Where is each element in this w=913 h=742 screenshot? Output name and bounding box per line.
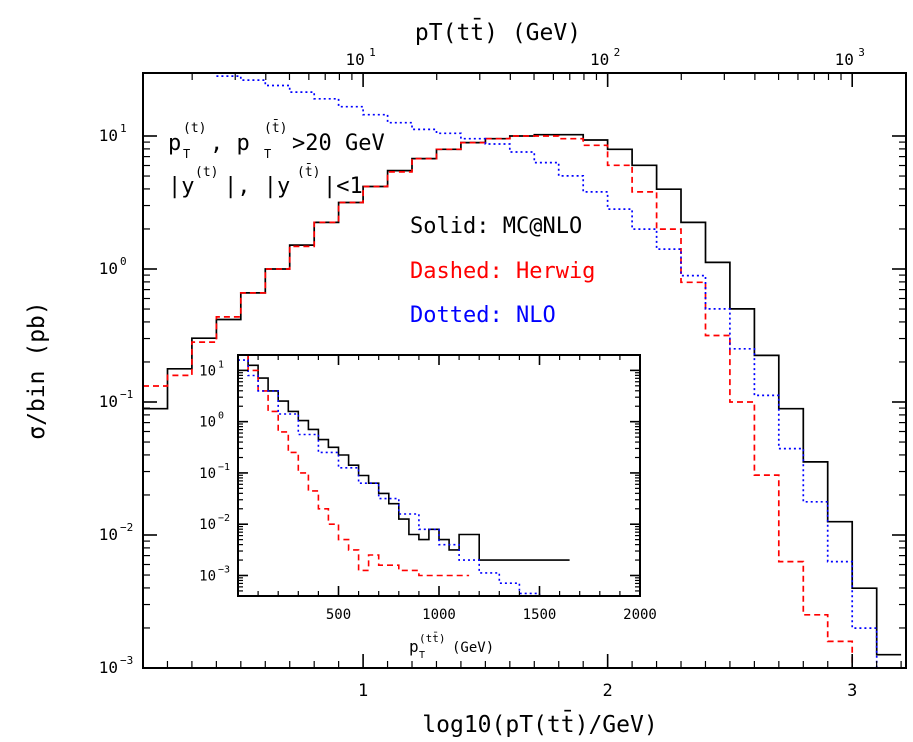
series-line-dotted (191, 73, 902, 668)
top-tick-base: 10 (835, 50, 854, 69)
cut-text: |, |y (224, 174, 290, 199)
y-tick-label: 10 −2 (99, 521, 134, 544)
inset-y-tick-base: 10 (199, 466, 216, 482)
y-tick-label: 10 −3 (99, 654, 134, 677)
y-tick-label: 10 −1 (99, 388, 134, 411)
y-tick-label: 10 1 (99, 122, 127, 145)
y-tick-base: 10 (99, 658, 118, 677)
inset-series-line-solid (238, 355, 570, 561)
inset-background (238, 355, 640, 596)
inset-y-tick-base: 10 (199, 363, 216, 379)
y-tick-exponent: −2 (120, 521, 133, 534)
cut-text-sup: (t̄) (264, 120, 287, 136)
main-frame (142, 72, 907, 669)
inset-y-tick-exponent: 1 (218, 359, 224, 370)
inset-x-tick-label: 1500 (523, 607, 557, 623)
inset-y-tick-base: 10 (199, 517, 216, 533)
top-tick-exponent: 3 (858, 46, 865, 59)
cut-text-sup: (t̄) (297, 164, 320, 180)
cut-text: |y (168, 174, 195, 199)
inset-y-tick-exponent: −1 (218, 462, 230, 473)
y-tick-base: 10 (99, 525, 118, 544)
y-tick-base: 10 (99, 126, 118, 145)
x-tick-label: 1 (358, 681, 368, 701)
top-axis-title: pT(tt̄) (GeV) (415, 17, 581, 46)
inset-x-tick-label: 2000 (623, 607, 657, 623)
inset-xlabel-sup: (tt̄) (419, 632, 446, 645)
inset-series-line-dashed (238, 355, 470, 577)
inset-xlabel-sub: T (419, 650, 425, 661)
y-tick-base: 10 (99, 392, 118, 411)
series-line-solid (143, 133, 902, 656)
inset-y-tick-label: 10 −1 (199, 462, 230, 482)
inset-y-tick-exponent: 0 (218, 411, 224, 422)
cut-text: , p (210, 131, 250, 156)
inset-xlabel-p: p (409, 637, 419, 656)
y-tick-exponent: 1 (120, 122, 127, 135)
cut-text-sup: (t) (183, 121, 206, 136)
cut-annotation-line-2: |y(t) |, |y (t̄)|<1 (168, 164, 363, 199)
inset-series-line-dotted (238, 359, 541, 596)
cut-text-sub: T (183, 147, 190, 161)
main-plot: 1 2 310 1 10 2 10 310 110 010 −110 −210 −3log10(pT(t… (24, 17, 907, 738)
y-axis-title: σ/bin (pb) (24, 301, 50, 439)
top-tick-exponent: 2 (614, 46, 621, 59)
inset-y-tick-label: 10 0 (199, 411, 224, 431)
y-tick-base: 10 (99, 259, 118, 278)
legend-entry-dotted: Dotted: NLO (410, 303, 556, 328)
y-tick-exponent: 0 (120, 255, 127, 268)
inset-series-group (238, 355, 570, 596)
top-tick-base: 10 (590, 50, 609, 69)
y-tick-exponent: −1 (120, 388, 133, 401)
inset-x-tick-label: 500 (326, 607, 351, 623)
cut-text: |<1 (323, 174, 363, 199)
x-tick-label: 3 (847, 681, 857, 701)
top-tick-exponent: 1 (369, 46, 376, 59)
cut-text: p (168, 131, 181, 156)
inset-x-tick-label: 1000 (422, 607, 456, 623)
main-series-group (143, 73, 902, 668)
inset-y-tick-exponent: −3 (218, 564, 230, 575)
cut-text: >20 GeV (292, 131, 385, 156)
y-tick-exponent: −3 (120, 654, 133, 667)
x-tick-label: 2 (603, 681, 613, 701)
inset-y-tick-exponent: −2 (218, 513, 230, 524)
inset-y-tick-label: 10 1 (199, 359, 224, 379)
inset-y-tick-label: 10 −2 (199, 513, 230, 533)
inset-y-tick-base: 10 (199, 568, 216, 584)
cut-annotation-line-1: p T(t), p T(t̄)>20 GeV (168, 120, 385, 161)
top-tick-label: 10 1 (345, 46, 375, 69)
inset-x-axis-title: p T (tt̄) (GeV) (409, 632, 494, 661)
cut-text-sub: T (264, 147, 271, 161)
cut-text-sup: (t) (195, 165, 218, 180)
series-line-dashed (143, 135, 878, 668)
inset-y-tick-base: 10 (199, 415, 216, 431)
legend-entry-solid: Solid: MC@NLO (410, 214, 582, 239)
top-tick-base: 10 (345, 50, 364, 69)
inset-xlabel-unit: (GeV) (452, 640, 494, 656)
x-axis-title: log10(pT(tt̄)/GeV) (422, 709, 657, 738)
inset-y-tick-label: 10 −3 (199, 564, 230, 584)
y-tick-label: 10 0 (99, 255, 127, 278)
top-tick-label: 10 3 (835, 46, 865, 69)
top-tick-label: 10 2 (590, 46, 620, 69)
legend-entry-dashed: Dashed: Herwig (410, 259, 595, 284)
